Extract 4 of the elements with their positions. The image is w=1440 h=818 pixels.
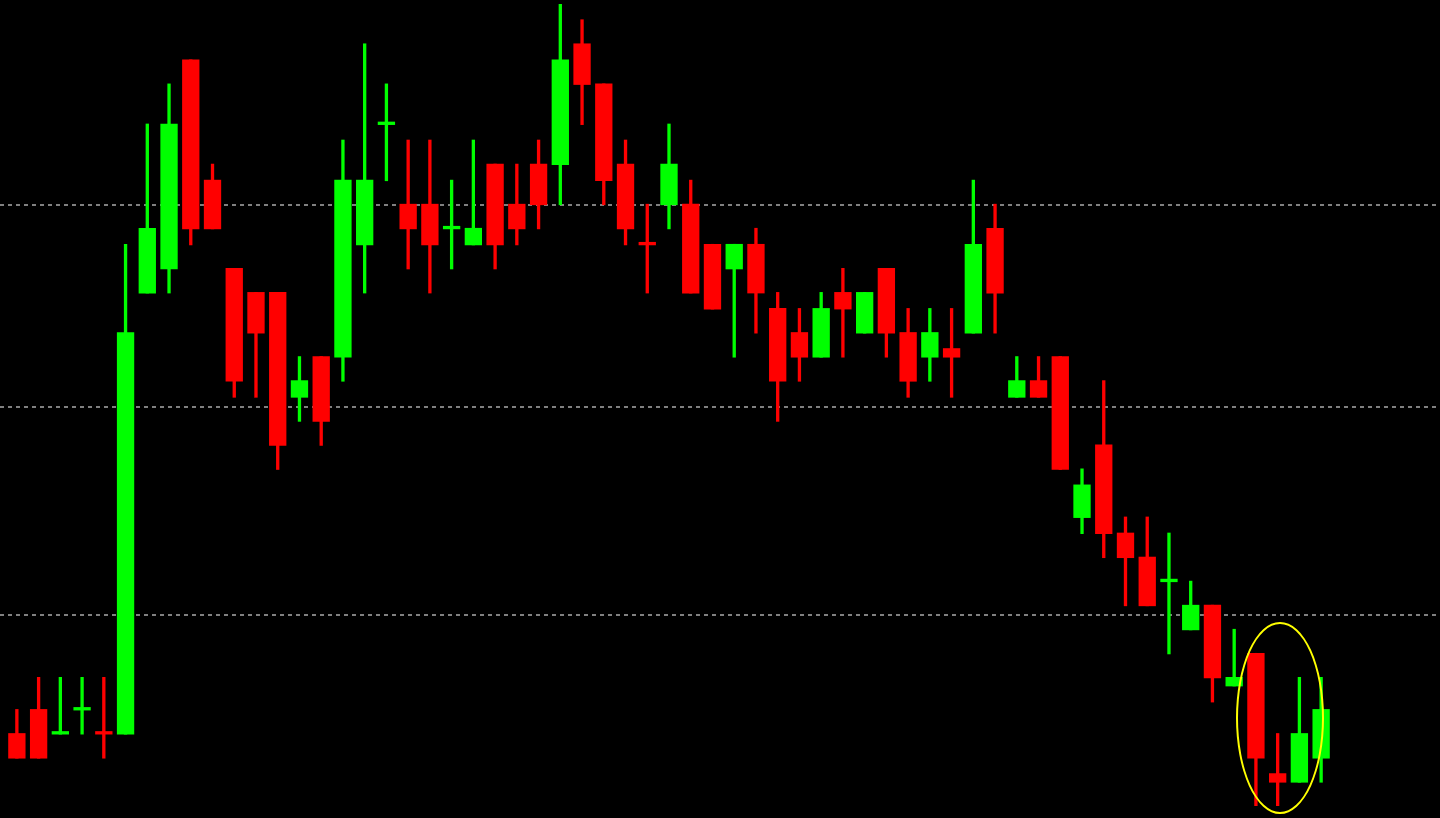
candlestick — [399, 139, 417, 270]
candlestick — [1160, 532, 1178, 655]
candlestick — [834, 268, 852, 358]
candlestick — [73, 677, 91, 735]
